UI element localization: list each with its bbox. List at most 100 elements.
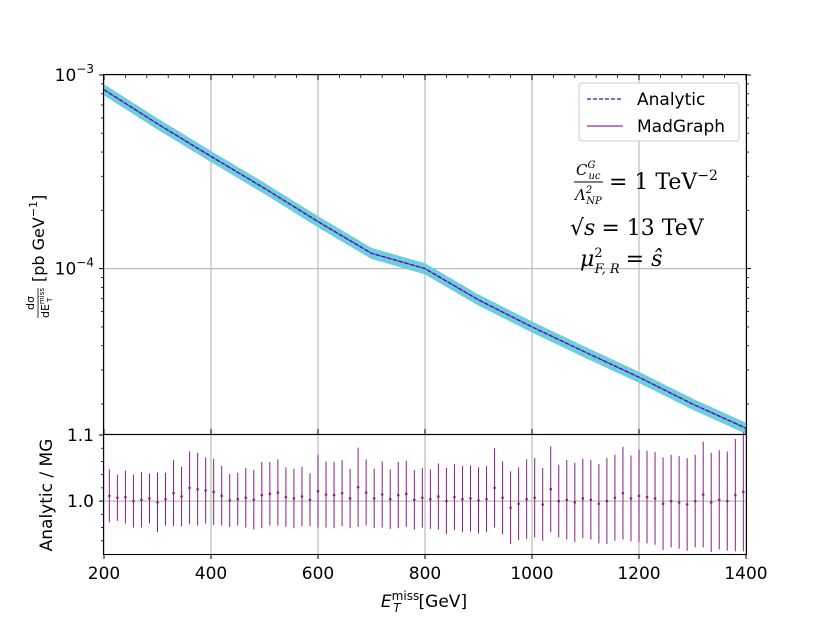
x-tick-label: 1400	[724, 564, 767, 584]
ratio-point	[164, 497, 167, 501]
ratio-point	[613, 496, 617, 500]
main-panel: 10−3 10−4 Analytic MadGraph CG uc Λ2 NP = 1…	[24, 62, 751, 436]
x-tick-label: 600	[302, 564, 334, 584]
legend: Analytic MadGraph	[578, 82, 740, 142]
scale-annotation: μ2 F, R = ŝ	[580, 246, 662, 277]
x-tick-label: 800	[409, 564, 441, 584]
ratio-point	[589, 498, 593, 502]
ratio-point	[340, 491, 344, 495]
x-tick-label: 200	[88, 564, 120, 584]
ratio-point	[557, 499, 561, 503]
ratio-point	[549, 487, 553, 491]
ratio-y-axis-label: Analytic / MG	[37, 439, 57, 552]
ratio-point	[372, 497, 376, 500]
ratio-point	[108, 494, 111, 498]
ratio-point	[573, 501, 577, 504]
ratio-point	[132, 499, 135, 503]
ratio-y-tick-label: 1.1	[67, 426, 94, 446]
ratio-point	[597, 502, 601, 506]
ratio-point	[356, 485, 360, 489]
ratio-point	[525, 497, 528, 501]
ratio-point	[316, 489, 320, 493]
ratio-point	[236, 497, 240, 501]
ratio-point	[661, 502, 665, 506]
coupling-numerator: CG uc	[576, 160, 601, 182]
ratio-y-tick-label: 1.0	[67, 492, 94, 512]
ratio-point	[140, 498, 143, 502]
ratio-point	[501, 496, 504, 500]
ratio-point	[709, 501, 713, 504]
analytic-line	[103, 89, 747, 429]
ratio-point	[413, 498, 416, 502]
ratio-point	[421, 496, 424, 500]
energy-annotation: √s = 13 TeV	[570, 216, 705, 241]
ratio-point	[212, 490, 215, 494]
ratio-point	[742, 490, 745, 494]
energy-text: √s = 13 TeV	[570, 216, 705, 241]
ratio-point	[581, 497, 585, 500]
ratio-point	[188, 486, 191, 490]
ratio-point	[348, 497, 352, 500]
coupling-annotation: CG uc Λ2 NP = 1 TeV−2	[573, 160, 718, 207]
ratio-point	[228, 499, 232, 502]
ratio-point	[693, 499, 697, 503]
ratio-point	[477, 499, 480, 502]
x-tick-label: 1000	[510, 564, 553, 584]
main-y-tick-label: 10−4	[55, 256, 94, 280]
coupling-rhs: = 1 TeV−2	[609, 168, 718, 195]
ratio-point	[324, 493, 328, 496]
ratio-point	[437, 495, 440, 498]
ratio-point	[364, 491, 368, 494]
ratio-point	[653, 497, 657, 500]
ratio-point	[380, 493, 384, 496]
ratio-point	[172, 491, 175, 495]
ratio-point	[453, 495, 456, 499]
x-tick-label: 1200	[617, 564, 660, 584]
ratio-point	[469, 497, 472, 500]
ratio-point	[204, 489, 207, 492]
ratio-point	[388, 497, 392, 501]
ratio-point	[268, 492, 272, 496]
ratio-point	[196, 487, 199, 491]
ratio-point	[429, 497, 432, 501]
x-axis-label: Emiss T [GeV]	[381, 589, 467, 615]
ratio-point	[252, 498, 256, 502]
ratio-point	[332, 493, 336, 497]
ylabel-fraction-denominator: dEmissT	[38, 288, 54, 318]
ratio-point	[445, 499, 448, 503]
ratio-point	[124, 495, 127, 499]
main-y-ticks: 10−3 10−4	[55, 62, 751, 405]
ratio-point	[541, 503, 544, 506]
ratio-point	[533, 496, 536, 500]
ratio-point	[396, 493, 400, 497]
ratio-point	[517, 502, 520, 506]
ratio-point	[509, 506, 512, 510]
ylabel-units: [pb GeV−1]	[27, 195, 48, 282]
ratio-point	[621, 491, 625, 495]
x-tick-label: 400	[195, 564, 227, 584]
ratio-point	[148, 497, 151, 500]
ratio-point	[180, 495, 183, 498]
ratio-point	[156, 501, 159, 504]
main-x-ticks	[103, 75, 747, 434]
ratio-point	[404, 492, 408, 496]
ratio-point	[493, 486, 496, 490]
ratio-panel: 200 400 600 800 1000 1200 1400 1.1 1.0 Analytic…	[37, 426, 768, 615]
ratio-point	[669, 499, 673, 503]
ratio-point	[116, 496, 119, 500]
legend-madgraph-label: MadGraph	[637, 117, 725, 137]
ratio-x-ticks: 200 400 600 800 1000 1200 1400	[88, 554, 768, 584]
ratio-y-ticks: 1.1 1.0	[67, 426, 104, 542]
coupling-denominator: Λ2 NP	[573, 185, 602, 207]
main-y-axis-label: dσ dEmissT [pb GeV−1]	[24, 195, 54, 318]
ratio-point	[308, 498, 312, 502]
ratio-point	[734, 493, 737, 497]
ratio-point	[637, 494, 641, 498]
ratio-point	[485, 497, 488, 501]
ratio-point	[645, 495, 649, 499]
ratio-point	[685, 503, 689, 506]
ratio-point	[260, 493, 264, 497]
legend-analytic-label: Analytic	[637, 90, 705, 110]
ratio-point	[717, 498, 721, 502]
